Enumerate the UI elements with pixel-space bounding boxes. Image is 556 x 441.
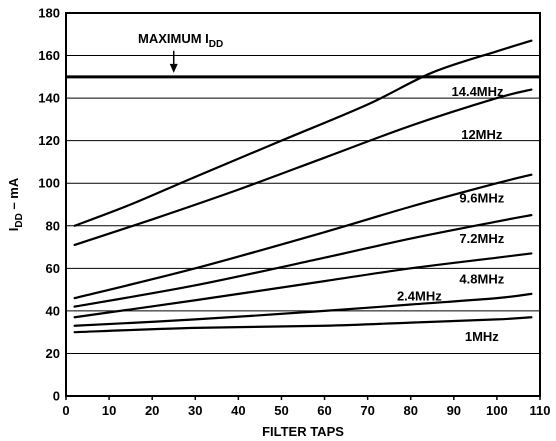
- y-tick-label-160: 160: [38, 48, 60, 63]
- y-tick-label-140: 140: [38, 91, 60, 106]
- series-lines: [73, 39, 533, 334]
- x-tick-label-80: 80: [403, 403, 417, 418]
- maximum-idd-arrow-head: [169, 63, 178, 73]
- series-line-9-6mhz: [73, 173, 533, 300]
- x-tick-label-10: 10: [102, 403, 116, 418]
- series-label-7-2mhz: 7.2MHz: [459, 231, 504, 246]
- series-line-1mhz: [73, 316, 533, 334]
- series-label-14-4mhz: 14.4MHz: [452, 84, 505, 99]
- x-tick-label-30: 30: [188, 403, 202, 418]
- y-axis-title-main: I: [6, 228, 21, 232]
- grid-lines: [66, 55, 540, 354]
- y-axis-title-unit: – mA: [6, 177, 21, 213]
- maximum-idd-label-subscript: DD: [209, 39, 223, 50]
- x-tick-label-50: 50: [274, 403, 288, 418]
- series-labels: 14.4MHz 12MHz 9.6MHz 7.2MHz 4.8MHz 2.4MHz 1MHz: [397, 84, 505, 344]
- series-label-9-6mhz: 9.6MHz: [459, 191, 504, 206]
- y-tick-label-100: 100: [38, 176, 60, 191]
- y-tick-label-20: 20: [46, 346, 60, 361]
- maximum-idd-label: MAXIMUM IDD: [138, 31, 223, 50]
- y-tick-label-0: 0: [53, 389, 60, 404]
- x-tick-label-70: 70: [360, 403, 374, 418]
- x-tick-label-110: 110: [530, 403, 551, 418]
- series-line-12mhz: [73, 88, 533, 247]
- y-tick-label-180: 180: [38, 6, 60, 21]
- x-tick-label-40: 40: [231, 403, 245, 418]
- series-line-4-8mhz: [73, 252, 533, 319]
- series-line-2-4mhz: [73, 292, 533, 327]
- x-tick-label-20: 20: [145, 403, 159, 418]
- y-tick-label-120: 120: [38, 133, 60, 148]
- series-line-14-4mhz: [73, 39, 533, 227]
- series-line-7-2mhz: [73, 214, 533, 308]
- x-tick-label-0: 0: [62, 403, 69, 418]
- x-tick-label-100: 100: [486, 403, 508, 418]
- y-tick-label-40: 40: [46, 303, 60, 318]
- x-tick-label-60: 60: [317, 403, 331, 418]
- series-label-4-8mhz: 4.8MHz: [459, 271, 504, 286]
- x-tick-label-90: 90: [447, 403, 461, 418]
- y-tick-label-60: 60: [46, 261, 60, 276]
- axis-ticks: 0 20 40 60 80 100 120 140 160 180 0 10 20 30 40 50 60 70 8…: [38, 6, 550, 419]
- y-tick-label-80: 80: [46, 218, 60, 233]
- y-axis-title-subscript: DD: [14, 213, 25, 227]
- series-label-2-4mhz: 2.4MHz: [397, 288, 442, 303]
- x-axis-title: FILTER TAPS: [262, 424, 344, 439]
- y-axis-title: IDD – mA: [6, 177, 25, 231]
- series-label-12mhz: 12MHz: [461, 127, 503, 142]
- maximum-idd-label-main: MAXIMUM I: [138, 31, 209, 46]
- plot-area-frame: [65, 12, 541, 397]
- series-label-1mhz: 1MHz: [465, 329, 499, 344]
- maximum-idd-reference: MAXIMUM IDD: [66, 31, 540, 79]
